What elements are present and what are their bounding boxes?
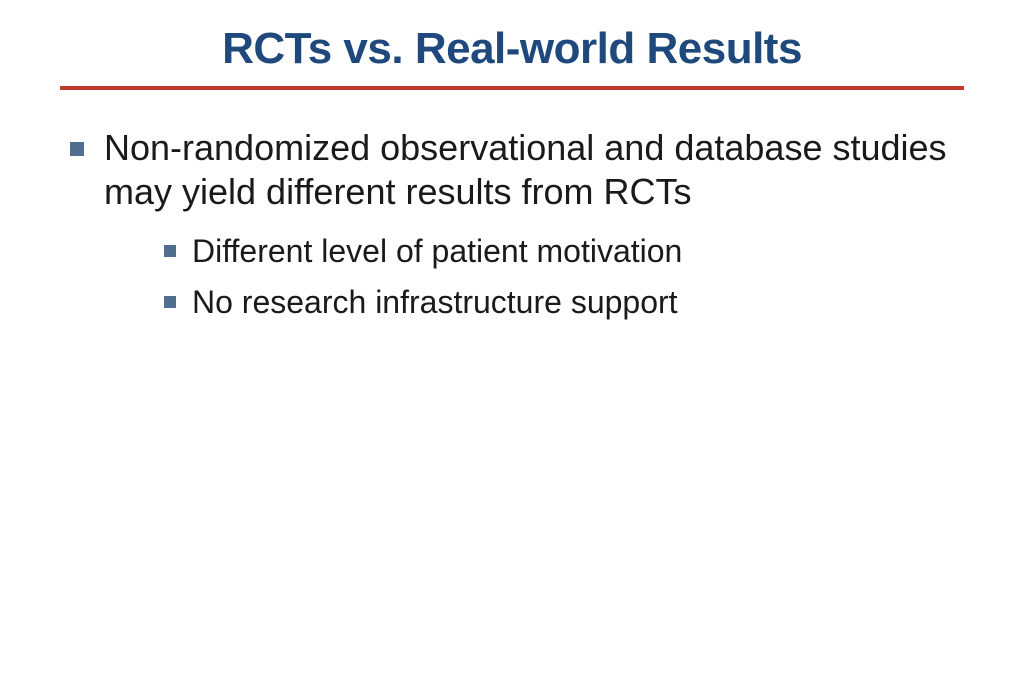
bullet-item: Different level of patient motivation <box>158 232 964 271</box>
bullet-item: Non-randomized observational and databas… <box>60 126 964 322</box>
bullet-text: Different level of patient motivation <box>192 233 682 269</box>
bullet-list-level1: Non-randomized observational and databas… <box>60 126 964 322</box>
slide-body: Non-randomized observational and databas… <box>60 90 964 322</box>
bullet-item: No research infrastructure support <box>158 283 964 322</box>
bullet-list-level2: Different level of patient motivation No… <box>104 232 964 322</box>
slide-title: RCTs vs. Real-world Results <box>60 24 964 74</box>
bullet-text: Non-randomized observational and databas… <box>104 127 947 212</box>
slide: RCTs vs. Real-world Results Non-randomiz… <box>0 0 1024 683</box>
bullet-text: No research infrastructure support <box>192 284 678 320</box>
